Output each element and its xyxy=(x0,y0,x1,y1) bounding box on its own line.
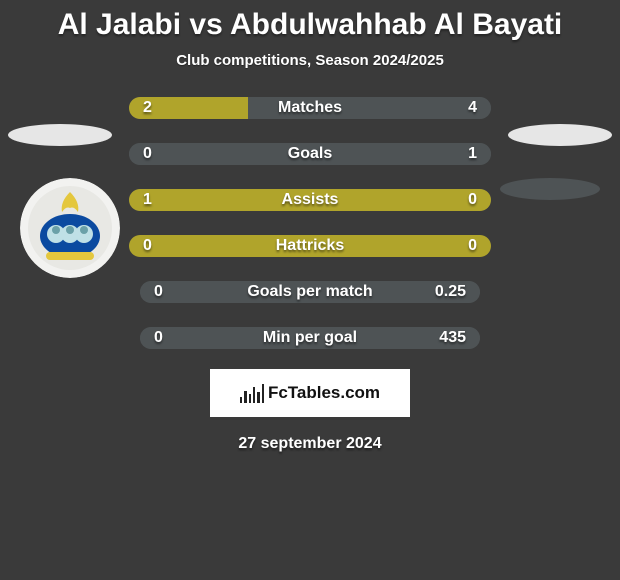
stat-label: Min per goal xyxy=(140,329,480,347)
stat-row: Min per goal0 435 xyxy=(0,327,620,349)
stat-value-left: 0 xyxy=(143,145,152,163)
stat-row: Matches2 4 xyxy=(0,97,620,119)
brand-box[interactable]: FcTables.com xyxy=(210,369,410,417)
stat-row: Hattricks0 0 xyxy=(0,235,620,257)
stat-value-right: 4 xyxy=(468,99,477,117)
date-text: 27 september 2024 xyxy=(0,435,620,453)
stat-label: Goals xyxy=(129,145,491,163)
stat-value-left: 0 xyxy=(143,237,152,255)
brand-text: FcTables.com xyxy=(268,383,380,403)
stat-value-left: 2 xyxy=(143,99,152,117)
stat-label: Matches xyxy=(129,99,491,117)
stat-bar-track: Assists1 0 xyxy=(129,189,491,211)
stat-bar-track: Min per goal0 435 xyxy=(140,327,480,349)
stat-label: Goals per match xyxy=(140,283,480,301)
stat-value-right: 0.25 xyxy=(435,283,466,301)
stat-bar-track: Goals0 1 xyxy=(129,143,491,165)
stat-value-right: 0 xyxy=(468,237,477,255)
stat-value-right: 0 xyxy=(468,191,477,209)
stat-label: Hattricks xyxy=(129,237,491,255)
brand-chart-icon xyxy=(240,383,264,403)
stat-value-right: 1 xyxy=(468,145,477,163)
stat-value-left: 0 xyxy=(154,283,163,301)
stat-label: Assists xyxy=(129,191,491,209)
page-title: Al Jalabi vs Abdulwahhab Al Bayati xyxy=(0,0,620,52)
stat-row: Goals per match0 0.25 xyxy=(0,281,620,303)
stat-row: Goals0 1 xyxy=(0,143,620,165)
stat-bar-track: Hattricks0 0 xyxy=(129,235,491,257)
stat-row: Assists1 0 xyxy=(0,189,620,211)
stat-bar-track: Goals per match0 0.25 xyxy=(140,281,480,303)
stat-value-left: 0 xyxy=(154,329,163,347)
stat-value-right: 435 xyxy=(439,329,466,347)
stat-bar-track: Matches2 4 xyxy=(129,97,491,119)
stat-value-left: 1 xyxy=(143,191,152,209)
subtitle: Club competitions, Season 2024/2025 xyxy=(0,52,620,97)
